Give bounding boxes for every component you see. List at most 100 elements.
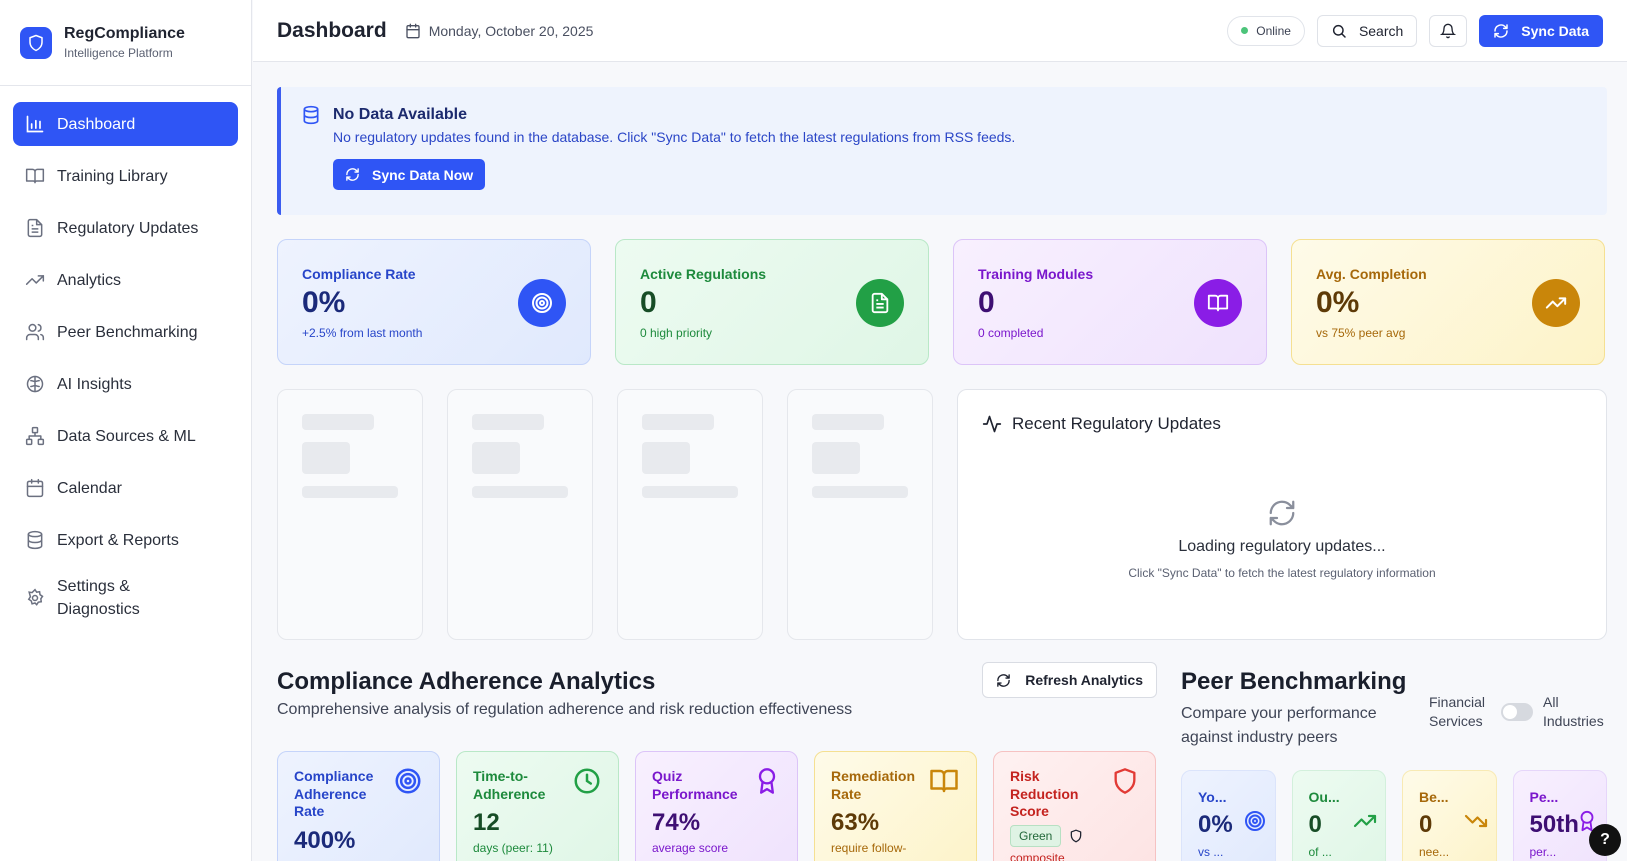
analytics-title: Compliance Adherence Analytics bbox=[277, 668, 656, 695]
calendar-icon bbox=[406, 23, 420, 38]
shield-icon bbox=[1071, 829, 1082, 842]
kpi-row: Compliance Rate 0% +2.5% from last month… bbox=[277, 239, 1607, 365]
target-icon bbox=[1244, 811, 1265, 831]
kpi-card-compliance-rate: Compliance Rate 0% +2.5% from last month bbox=[277, 239, 591, 365]
alert-message: No regulatory updates found in the datab… bbox=[333, 129, 1016, 145]
gear-icon bbox=[27, 588, 44, 606]
search-button[interactable]: Search bbox=[1316, 14, 1418, 47]
kpi-label: Training Modules bbox=[978, 266, 1094, 282]
metric-label: Quiz Performance bbox=[652, 768, 738, 802]
sync-data-now-button[interactable]: Sync Data Now bbox=[333, 159, 486, 190]
search-icon bbox=[1332, 24, 1346, 38]
sidebar-item-settings[interactable]: Settings & Diagnostics bbox=[13, 570, 238, 626]
top-header: Dashboard Monday, October 20, 2025 Onlin… bbox=[253, 0, 1627, 62]
skeleton-card bbox=[277, 389, 423, 640]
updates-loading-text: Loading regulatory updates... bbox=[1178, 538, 1386, 555]
kpi-label: Avg. Completion bbox=[1316, 266, 1427, 282]
sync-data-now-label: Sync Data Now bbox=[372, 166, 474, 183]
trending-down-icon bbox=[1464, 814, 1487, 828]
sidebar-item-ai-insights[interactable]: AI Insights bbox=[13, 362, 238, 406]
sidebar-item-peer-benchmarking[interactable]: Peer Benchmarking bbox=[13, 310, 238, 354]
network-icon bbox=[25, 426, 45, 446]
trending-up-icon bbox=[25, 275, 45, 285]
calendar-icon bbox=[26, 478, 44, 498]
brand-title: RegCompliance bbox=[64, 25, 185, 42]
toggle-right-label: All Industries bbox=[1543, 694, 1604, 729]
peer-title: Peer Benchmarking bbox=[1181, 668, 1407, 695]
page-title: Dashboard bbox=[277, 18, 387, 42]
metric-card-risk-reduction: Risk Reduction Score Green composite bbox=[993, 751, 1156, 861]
peer-card-label: Pe... bbox=[1529, 789, 1559, 805]
clock-icon bbox=[574, 768, 600, 794]
sidebar-item-export-reports[interactable]: Export & Reports bbox=[13, 518, 238, 562]
refresh-icon bbox=[1494, 23, 1509, 38]
kpi-label: Active Regulations bbox=[640, 266, 767, 282]
sidebar-item-analytics[interactable]: Analytics bbox=[13, 258, 238, 302]
metric-sub: average score bbox=[652, 841, 729, 855]
sidebar-item-calendar[interactable]: Calendar bbox=[13, 466, 238, 510]
kpi-sub: +2.5% from last month bbox=[302, 326, 423, 340]
refresh-icon bbox=[997, 673, 1011, 687]
metric-card-time-to-adherence: Time-to-Adherence 12 days (peer: 11) bbox=[456, 751, 619, 861]
metric-card-quiz-performance: Quiz Performance 74% average score bbox=[635, 751, 798, 861]
updates-title: Recent Regulatory Updates bbox=[1012, 414, 1221, 433]
kpi-value: 0 bbox=[640, 286, 657, 319]
kpi-value: 0% bbox=[302, 286, 346, 319]
sidebar-item-label: Data Sources & ML bbox=[57, 427, 196, 445]
kpi-sub: vs 75% peer avg bbox=[1316, 326, 1406, 340]
sidebar-item-data-sources[interactable]: Data Sources & ML bbox=[13, 414, 238, 458]
search-label: Search bbox=[1358, 22, 1404, 39]
peer-card-sub: nee... bbox=[1419, 845, 1450, 859]
adherence-analytics: Compliance Adherence Analytics Comprehen… bbox=[277, 662, 1157, 861]
metric-value: 74% bbox=[652, 809, 701, 836]
notifications-button[interactable] bbox=[1429, 14, 1468, 47]
metric-label: Time-to-Adherence bbox=[473, 768, 546, 802]
refresh-analytics-button[interactable]: Refresh Analytics bbox=[982, 662, 1157, 698]
peer-card-sub: per... bbox=[1529, 845, 1557, 859]
kpi-card-training-modules: Training Modules 0 0 completed bbox=[953, 239, 1267, 365]
metric-label: Risk Reduction Score bbox=[1010, 768, 1079, 819]
date-text: Monday, October 20, 2025 bbox=[428, 22, 594, 39]
book-open-icon bbox=[1194, 279, 1242, 327]
database-icon bbox=[303, 105, 319, 125]
industry-switch[interactable] bbox=[1501, 703, 1533, 721]
peer-benchmarking: Peer Benchmarking Compare your performan… bbox=[1181, 668, 1607, 861]
target-icon bbox=[395, 768, 421, 794]
book-icon bbox=[25, 168, 45, 184]
metric-value: 12 bbox=[473, 809, 500, 836]
metric-card-adherence-rate: Compliance Adherence Rate 400% bbox=[277, 751, 440, 861]
peer-card-label: Yo... bbox=[1198, 789, 1227, 805]
refresh-icon bbox=[346, 168, 359, 181]
brand-subtitle: Intelligence Platform bbox=[64, 46, 173, 60]
kpi-sub: 0 high priority bbox=[640, 326, 713, 340]
bell-icon bbox=[1440, 23, 1457, 38]
sidebar-item-label: Calendar bbox=[57, 479, 122, 497]
peer-card-value: 0% bbox=[1198, 811, 1233, 838]
skeleton-card bbox=[787, 389, 933, 640]
kpi-value: 0% bbox=[1316, 286, 1360, 319]
main-content: No Data Available No regulatory updates … bbox=[277, 87, 1607, 861]
award-icon bbox=[758, 768, 776, 794]
sync-data-button[interactable]: Sync Data bbox=[1479, 14, 1603, 47]
recent-updates-panel: Recent Regulatory Updates Loading regula… bbox=[957, 389, 1607, 640]
loading-skeletons bbox=[277, 389, 933, 640]
sidebar-item-label: AI Insights bbox=[57, 375, 132, 393]
kpi-value: 0 bbox=[978, 286, 995, 319]
skeleton-card bbox=[447, 389, 593, 640]
sidebar-item-dashboard[interactable]: Dashboard bbox=[13, 102, 238, 146]
shield-icon bbox=[1114, 768, 1136, 794]
peer-card-outperforming: Ou... 0 of ... bbox=[1291, 770, 1386, 861]
metric-sub: composite bbox=[1010, 850, 1065, 861]
help-button[interactable]: ? bbox=[1589, 824, 1621, 856]
peer-card-label: Ou... bbox=[1308, 789, 1340, 805]
sidebar-item-training-library[interactable]: Training Library bbox=[13, 154, 238, 198]
status-text: Online bbox=[1256, 23, 1291, 38]
sidebar-item-label: Analytics bbox=[57, 271, 122, 289]
target-icon bbox=[518, 279, 566, 327]
peer-cards: Yo... 0% vs ... Ou... 0 of ... Be... 0 n… bbox=[1181, 770, 1607, 861]
no-data-alert: No Data Available No regulatory updates … bbox=[277, 87, 1607, 215]
shield-icon bbox=[20, 26, 52, 59]
peer-card-sub: vs ... bbox=[1198, 845, 1224, 859]
sidebar-item-regulatory-updates[interactable]: Regulatory Updates bbox=[13, 206, 238, 250]
metric-label: Remediation Rate bbox=[831, 768, 916, 802]
